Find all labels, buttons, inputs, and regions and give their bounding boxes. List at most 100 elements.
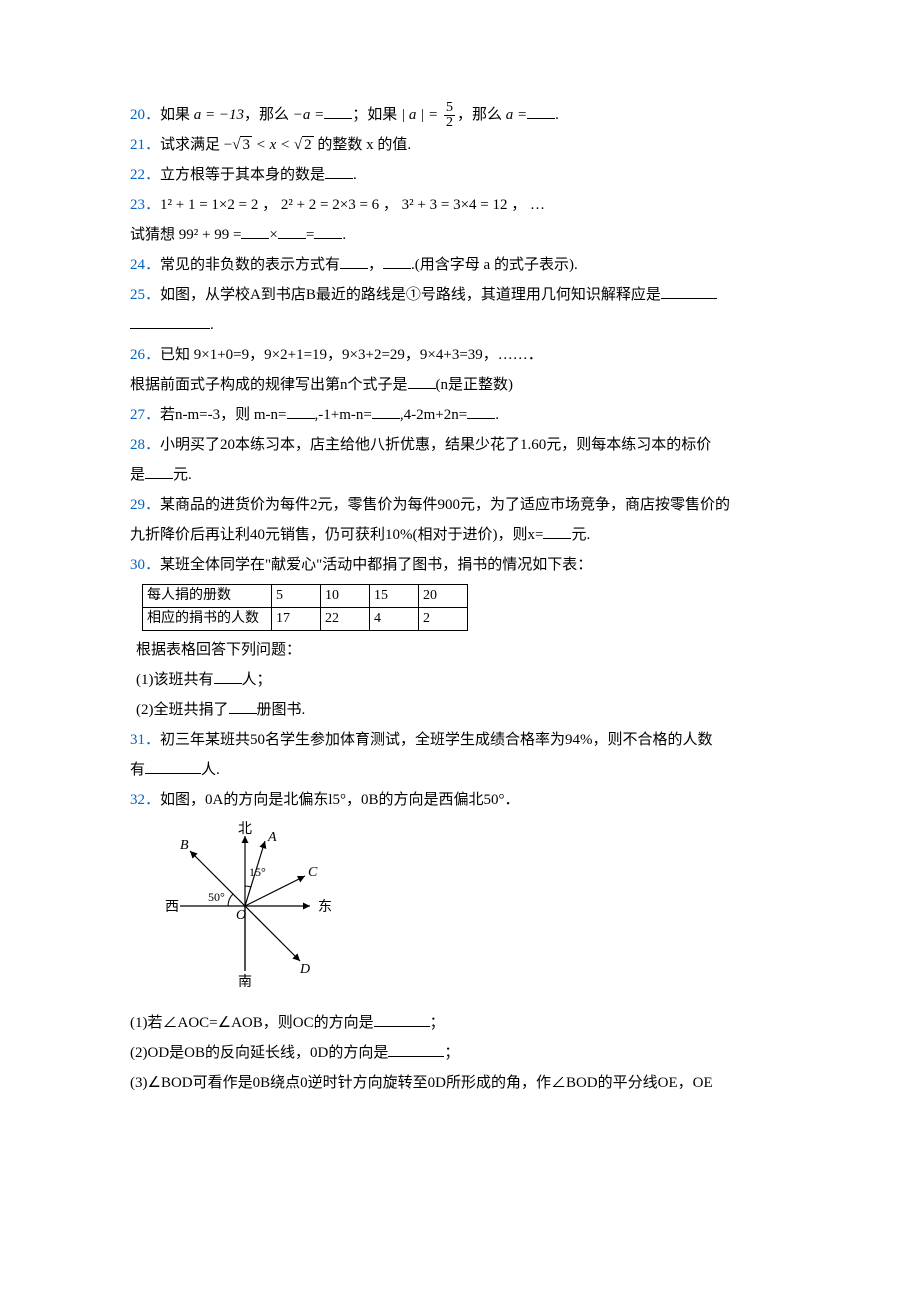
q26-line1: 已知 9×1+0=9，9×2+1=19，9×3+2=29，9×4+3=39，……… xyxy=(160,347,543,363)
q21-text-a: 试求满足 xyxy=(160,137,224,153)
q32-sub2: (2)OD是OB的反向延长线，0D的方向是 ； xyxy=(130,1038,790,1068)
qnum-29: 29． xyxy=(130,497,160,513)
q32-sub1b: ； xyxy=(430,1015,445,1031)
question-30: 30．某班全体同学在"献爱心"活动中都捐了图书，捐书的情况如下表： xyxy=(130,550,790,580)
question-23-line2: 试猜想 99² + 99 =×=. xyxy=(130,220,790,250)
q30-after-text: 根据表格回答下列问题： xyxy=(136,642,301,658)
q23-line1: 1² + 1 = 1×2 = 2 ， 2² + 2 = 2×3 = 6 ， 3²… xyxy=(160,197,545,213)
question-25: 25．如图，从学校A到书店B最近的路线是①号路线，其道理用几何知识解释应是 xyxy=(130,280,790,310)
q31-line2a: 有 xyxy=(130,762,145,778)
q29-line2b: 元. xyxy=(571,527,590,543)
label-east: 东 xyxy=(318,899,332,915)
q24-blank2 xyxy=(383,253,411,269)
label-O: O xyxy=(236,908,246,923)
q23-blank3 xyxy=(314,223,342,239)
q20-text-a: 如果 xyxy=(160,107,194,123)
q22-tail: . xyxy=(353,167,357,183)
question-27: 27．若n-m=-3，则 m-n=,-1+m-n=,4-2m+2n=. xyxy=(130,400,790,430)
q25-tail: . xyxy=(210,317,214,333)
question-26b: 根据前面式子构成的规律写出第n个式子是(n是正整数) xyxy=(130,370,790,400)
q28-line1: 小明买了20本练习本，店主给他八折优惠，结果少花了1.60元，则每本练习本的标价 xyxy=(160,437,711,453)
question-23: 23．1² + 1 = 1×2 = 2 ， 2² + 2 = 2×3 = 6 ，… xyxy=(130,190,790,220)
q28-line2b: 元. xyxy=(173,467,192,483)
q31-text: 初三年某班共50名学生参加体育测试，全班学生成绩合格率为94%，则不合格的人数 xyxy=(160,732,713,748)
q31-line2b: 人. xyxy=(201,762,220,778)
q23-line2a: 试猜想 99² + 99 = xyxy=(130,227,241,243)
q30-blank2 xyxy=(229,698,257,714)
q32-blank2 xyxy=(388,1041,444,1057)
document-page: 20．如果 a = −13，那么 −a =；如果 | a | = 52，那么 a… xyxy=(0,0,920,1302)
q27-blank1 xyxy=(287,403,315,419)
qnum-28: 28． xyxy=(130,437,160,453)
angle-50: 50° xyxy=(208,890,225,904)
question-31: 31．初三年某班共50名学生参加体育测试，全班学生成绩合格率为94%，则不合格的… xyxy=(130,725,790,755)
q31-blank xyxy=(145,758,201,774)
q32-sub2a: (2)OD是OB的反向延长线，0D的方向是 xyxy=(130,1045,388,1061)
compass-diagram: 北 南 东 西 A B C D O 15° 50° xyxy=(150,821,790,1002)
question-29: 29．某商品的进货价为每件2元，零售价为每件900元，为了适应市场竞争，商店按零… xyxy=(130,490,790,520)
q30-table: 每人捐的册数 5 10 15 20 相应的捐书的人数 17 22 4 2 xyxy=(142,584,468,631)
q23-times: × xyxy=(269,227,277,243)
q24-text-a: 常见的非负数的表示方式有 xyxy=(160,257,340,273)
q23-blank1 xyxy=(241,223,269,239)
q21-lt: < x < xyxy=(252,137,294,153)
q21-text-b: 的整数 x 的值. xyxy=(314,137,412,153)
qnum-25: 25． xyxy=(130,287,160,303)
qnum-30: 30． xyxy=(130,557,160,573)
qnum-21: 21． xyxy=(130,137,160,153)
q29-line2a: 九折降价后再让利40元销售，仍可获利10%(相对于进价)，则x= xyxy=(130,527,543,543)
q29-line1: 某商品的进货价为每件2元，零售价为每件900元，为了适应市场竞争，商店按零售价的 xyxy=(160,497,730,513)
q30-sub1: (1)该班共有人； xyxy=(130,665,790,695)
qnum-27: 27． xyxy=(130,407,160,423)
cell: 4 xyxy=(370,608,419,631)
cell: 10 xyxy=(321,585,370,608)
table-row: 每人捐的册数 5 10 15 20 xyxy=(143,585,468,608)
table-row: 相应的捐书的人数 17 22 4 2 xyxy=(143,608,468,631)
qnum-26: 26． xyxy=(130,347,160,363)
q32-intro: 如图，0A的方向是北偏东l5°，0B的方向是西偏北50°． xyxy=(160,792,520,808)
q20-blank1 xyxy=(324,103,352,119)
cell: 22 xyxy=(321,608,370,631)
label-south: 南 xyxy=(238,974,252,990)
q20-eq1: a = −13 xyxy=(194,107,244,123)
cell: 每人捐的册数 xyxy=(143,585,272,608)
q32-sub1: (1)若∠AOC=∠AOB，则OC的方向是； xyxy=(130,1008,790,1038)
q30-sub2b: 册图书. xyxy=(257,702,306,718)
q32-sub2b: ； xyxy=(444,1045,459,1061)
question-20: 20．如果 a = −13，那么 −a =；如果 | a | = 52，那么 a… xyxy=(130,100,790,130)
question-31b: 有 人. xyxy=(130,755,790,785)
label-north: 北 xyxy=(238,821,252,837)
label-C: C xyxy=(308,865,318,880)
q30-sub1a: (1)该班共有 xyxy=(136,672,214,688)
q32-sub3: (3)∠BOD可看作是0B绕点0逆时针方向旋转至0D所形成的角，作∠BOD的平分… xyxy=(130,1068,790,1098)
q20-eq3: | a | = xyxy=(401,107,442,123)
q24-text-b: .(用含字母 a 的式子表示). xyxy=(411,257,578,273)
question-22: 22．立方根等于其本身的数是. xyxy=(130,160,790,190)
q27-c: ,4-2m+2n= xyxy=(400,407,467,423)
q20-text-b: ，那么 xyxy=(244,107,293,123)
question-24: 24．常见的非负数的表示方式有，.(用含字母 a 的式子表示). xyxy=(130,250,790,280)
q30-blank1 xyxy=(214,668,242,684)
qnum-32: 32． xyxy=(130,792,160,808)
q30-sub2a: (2)全班共捐了 xyxy=(136,702,229,718)
label-B: B xyxy=(180,838,189,853)
qnum-22: 22． xyxy=(130,167,160,183)
q21-sqrt2: 2 xyxy=(294,130,314,160)
cell: 2 xyxy=(419,608,468,631)
q27-blank2 xyxy=(372,403,400,419)
q24-blank1 xyxy=(340,253,368,269)
q20-text-e: . xyxy=(555,107,559,123)
q30-after: 根据表格回答下列问题： xyxy=(130,635,790,665)
cell: 5 xyxy=(272,585,321,608)
qnum-31: 31． xyxy=(130,732,160,748)
qnum-24: 24． xyxy=(130,257,160,273)
cell: 相应的捐书的人数 xyxy=(143,608,272,631)
q25-blank2 xyxy=(130,313,210,329)
q28-blank xyxy=(145,463,173,479)
q32-sub3-text: (3)∠BOD可看作是0B绕点0逆时针方向旋转至0D所形成的角，作∠BOD的平分… xyxy=(130,1075,713,1091)
question-26: 26．已知 9×1+0=9，9×2+1=19，9×3+2=29，9×4+3=39… xyxy=(130,340,790,370)
cell: 17 xyxy=(272,608,321,631)
q26-line2b: (n是正整数) xyxy=(436,377,514,393)
q23-tail: . xyxy=(342,227,346,243)
compass-svg: 北 南 东 西 A B C D O 15° 50° xyxy=(150,821,350,991)
